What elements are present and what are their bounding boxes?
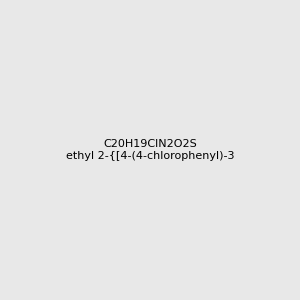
Text: C20H19ClN2O2S
ethyl 2-{[4-(4-chlorophenyl)-3: C20H19ClN2O2S ethyl 2-{[4-(4-chloropheny… <box>66 139 234 161</box>
